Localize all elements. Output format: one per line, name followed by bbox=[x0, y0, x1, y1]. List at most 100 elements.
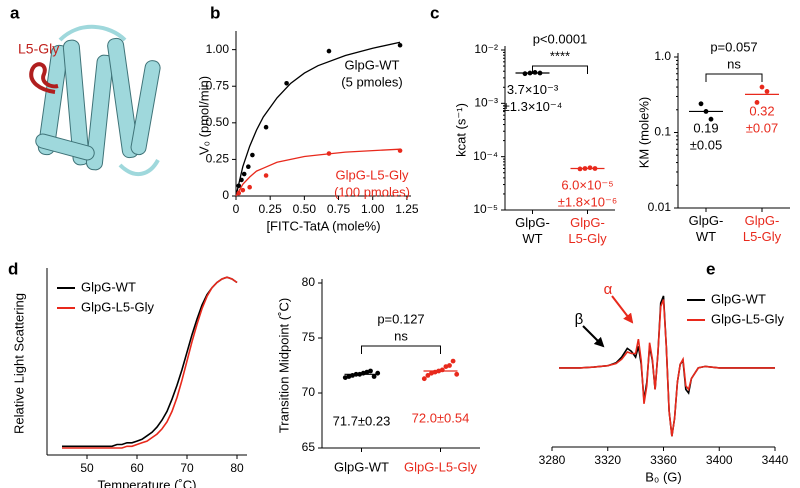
x-category-line: GlpG- bbox=[515, 215, 550, 230]
annotation: α bbox=[604, 281, 613, 298]
protein-structure bbox=[35, 24, 161, 176]
y-tick-label: 10⁻³ bbox=[474, 96, 498, 110]
x-axis-label: Temperature (˚C) bbox=[98, 477, 197, 488]
mean-label: 3.7×10⁻³ ±1.3×10⁻⁴ bbox=[503, 82, 563, 114]
legend-label: GlpG-L5-Gly bbox=[711, 311, 784, 326]
panel-label: a bbox=[10, 3, 20, 22]
data-point bbox=[284, 81, 289, 86]
x-tick-label: 0.75 bbox=[327, 202, 351, 216]
y-tick-label: 0.01 bbox=[648, 200, 672, 214]
data-point bbox=[429, 370, 434, 376]
y-tick-label: 1.00 bbox=[206, 42, 230, 56]
y-axis-label: Transition Midpoint (˚C) bbox=[276, 298, 291, 433]
x-tick-label: 0 bbox=[233, 202, 240, 216]
data-point bbox=[241, 171, 247, 177]
significance: ns bbox=[394, 328, 408, 343]
data-point bbox=[425, 373, 431, 378]
significance-bracket bbox=[532, 65, 588, 74]
p-value: p<0.0001 bbox=[533, 31, 588, 46]
data-point bbox=[246, 164, 251, 170]
data-line bbox=[62, 276, 238, 449]
x-category-label: GlpG-L5-Gly bbox=[743, 213, 782, 244]
series-label: GlpG-L5-Gly bbox=[336, 167, 409, 182]
data-point bbox=[522, 71, 528, 77]
significance-bracket bbox=[361, 345, 441, 354]
data-point bbox=[364, 369, 370, 375]
y-tick-label: 10⁻⁵ bbox=[473, 202, 498, 216]
legend-label: GlpG-L5-Gly bbox=[81, 299, 154, 314]
y-tick-label: 0.50 bbox=[206, 115, 230, 129]
data-point bbox=[263, 124, 269, 130]
data-point bbox=[368, 368, 373, 374]
series-label: GlpG-WT bbox=[345, 57, 400, 72]
y-tick-label: 10⁻⁴ bbox=[473, 149, 498, 163]
x-tick-label: 3440 bbox=[762, 453, 789, 467]
mean-label-line: ±1.8×10⁻⁶ bbox=[558, 195, 617, 210]
data-point bbox=[236, 190, 242, 196]
data-point bbox=[371, 374, 377, 379]
series-note: (5 pmoles) bbox=[341, 74, 402, 89]
legend-label: GlpG-WT bbox=[711, 291, 766, 306]
x-tick-label: 1.25 bbox=[395, 202, 419, 216]
data-point bbox=[326, 151, 332, 156]
data-point bbox=[447, 363, 452, 368]
panel-label: c bbox=[430, 3, 439, 22]
data-point bbox=[759, 84, 765, 90]
y-tick-label: 1.0 bbox=[654, 49, 671, 63]
mean-label-line: ±0.07 bbox=[746, 121, 778, 136]
series-note: (100 pmoles) bbox=[334, 184, 410, 199]
x-tick-label: 0.25 bbox=[259, 202, 283, 216]
data-point bbox=[450, 358, 456, 364]
p-value: p=0.127 bbox=[377, 311, 424, 326]
structure-label: L5-Gly bbox=[18, 41, 59, 57]
mean-label-line: ±1.3×10⁻⁴ bbox=[503, 99, 563, 114]
data-point bbox=[421, 376, 427, 382]
y-axis-label: kcat (s⁻¹) bbox=[453, 103, 468, 157]
mean-label: 6.0×10⁻⁵ ±1.8×10⁻⁶ bbox=[558, 178, 617, 210]
y-tick-label: 65 bbox=[302, 440, 316, 454]
x-category-line: WT bbox=[522, 231, 542, 246]
x-tick-label: 70 bbox=[180, 461, 194, 475]
data-point bbox=[764, 89, 770, 94]
legend-label: GlpG-WT bbox=[81, 279, 136, 294]
panel-label: b bbox=[210, 3, 220, 22]
y-axis-label: Relative Light Scattering bbox=[11, 293, 26, 434]
data-point bbox=[397, 42, 403, 48]
data-point bbox=[754, 100, 760, 105]
significance: ns bbox=[727, 56, 741, 71]
data-point bbox=[532, 70, 538, 75]
data-point bbox=[587, 165, 593, 171]
x-category-label: GlpG-WT bbox=[689, 213, 724, 244]
y-axis-label: V₀ (pmol/min) bbox=[196, 76, 211, 155]
y-axis-label: KM (mole%) bbox=[636, 97, 651, 169]
x-tick-label: 0.50 bbox=[293, 202, 317, 216]
x-category-label: GlpG-WT bbox=[334, 459, 389, 474]
y-tick-label: 80 bbox=[302, 275, 316, 289]
significance: **** bbox=[550, 48, 570, 63]
data-line bbox=[559, 299, 775, 437]
mean-label-line: ±0.05 bbox=[690, 138, 722, 153]
y-tick-label: 0.1 bbox=[654, 125, 671, 139]
x-category-label: GlpG-WT bbox=[515, 215, 550, 246]
data-point bbox=[454, 371, 460, 377]
y-tick-label: 10⁻² bbox=[474, 42, 498, 56]
data-point bbox=[236, 183, 242, 189]
x-tick-label: 1.00 bbox=[361, 202, 385, 216]
data-point bbox=[247, 184, 252, 190]
data-point bbox=[397, 148, 403, 153]
data-point bbox=[708, 116, 714, 122]
x-tick-label: 50 bbox=[80, 461, 94, 475]
data-point bbox=[342, 375, 348, 380]
x-tick-label: 3320 bbox=[594, 453, 621, 467]
y-tick-label: 0.75 bbox=[206, 78, 230, 92]
mean-label: 71.7±0.23 bbox=[333, 414, 391, 429]
x-category-line: GlpG- bbox=[745, 213, 780, 228]
mean-label: 72.0±0.54 bbox=[412, 410, 470, 425]
data-point bbox=[443, 364, 449, 369]
mean-label-line: 3.7×10⁻³ bbox=[507, 82, 559, 97]
x-tick-label: 3280 bbox=[539, 453, 566, 467]
x-category-label: GlpG-L5-Gly bbox=[568, 215, 607, 246]
y-tick-label: 0 bbox=[222, 188, 229, 202]
data-point bbox=[346, 374, 352, 379]
